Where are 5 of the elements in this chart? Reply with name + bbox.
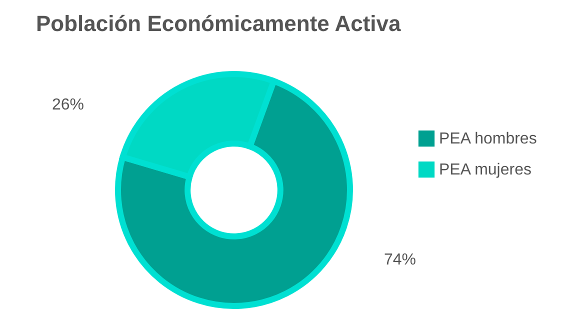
data-label: 74% [384,252,416,269]
chart-title: Población Económicamente Activa [36,11,402,36]
legend-label: PEA mujeres [439,162,532,178]
legend-label: PEA hombres [439,130,537,148]
data-label: 26% [52,96,84,114]
